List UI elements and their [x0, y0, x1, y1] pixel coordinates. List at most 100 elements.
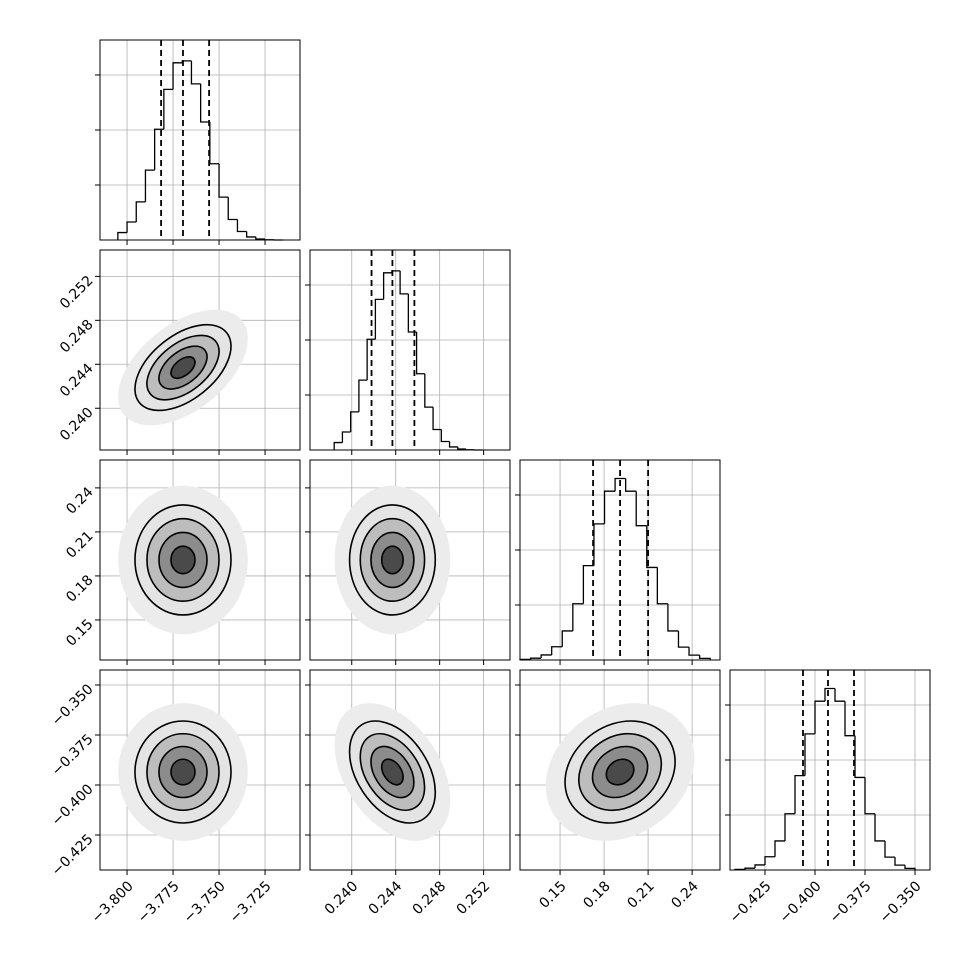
contour [380, 758, 404, 786]
histogram-step [603, 490, 616, 524]
histogram-step [209, 122, 220, 165]
histogram-step [218, 163, 229, 198]
histogram-step [646, 525, 658, 569]
contour [134, 504, 232, 616]
histogram-step [236, 219, 247, 233]
y-tick-label: 0.15 [63, 616, 96, 649]
histogram-step [350, 411, 359, 433]
histogram-step [614, 477, 626, 492]
histogram-step [688, 647, 700, 656]
density-fill [170, 546, 195, 574]
histogram-step [415, 332, 425, 375]
panel-frame [729, 669, 931, 871]
panel-frame [99, 249, 301, 451]
contour [348, 720, 437, 824]
histogram-step [582, 564, 594, 604]
histogram-step [399, 270, 409, 295]
histogram-step [854, 735, 865, 779]
histogram-step [126, 221, 137, 233]
panel-frame [309, 249, 511, 451]
panel-frame [99, 669, 301, 871]
contour [146, 517, 220, 602]
contour [158, 345, 208, 390]
panel-frame [309, 669, 511, 871]
histogram-step [754, 864, 765, 869]
histogram-step [163, 88, 174, 130]
x-tick-label: 0.24 [668, 878, 701, 911]
contour [591, 745, 649, 799]
y-tick-label: 0.244 [57, 361, 97, 401]
x-tick-label: −3.800 [89, 878, 137, 926]
histogram-step [190, 60, 201, 85]
x-tick-label: −0.400 [777, 878, 825, 926]
histogram-step [794, 774, 805, 814]
contour [158, 745, 208, 799]
histogram-step [407, 293, 417, 333]
contour [134, 720, 232, 824]
panel-frame [99, 39, 301, 241]
histogram-step [374, 298, 384, 340]
y-tick-label: −0.375 [49, 731, 97, 779]
x-tick-label: 0.248 [410, 878, 450, 918]
histogram-step [341, 431, 351, 443]
histogram-step [117, 231, 128, 240]
histogram-step [844, 701, 855, 737]
contour [380, 545, 404, 575]
histogram-step [744, 867, 755, 870]
histogram-step [774, 840, 785, 857]
histogram-step [824, 687, 835, 702]
contour [578, 732, 663, 812]
histogram-step [153, 128, 164, 171]
contour [170, 545, 196, 575]
histogram-step [448, 441, 458, 448]
histogram-step [333, 441, 343, 450]
contour [170, 758, 196, 786]
histogram-step [245, 231, 256, 238]
contour [146, 732, 220, 812]
density-fill [170, 759, 195, 785]
y-tick-label: 0.252 [57, 273, 97, 313]
histogram-step [635, 491, 647, 527]
histogram-step [424, 373, 434, 408]
histogram-step [144, 169, 155, 202]
y-tick-label: 0.21 [63, 528, 96, 561]
histogram-step [457, 446, 467, 450]
contour [370, 531, 415, 589]
y-tick-label: 0.24 [63, 484, 96, 517]
histogram-step [593, 523, 605, 566]
contour [359, 517, 426, 602]
x-tick-label: −0.375 [827, 878, 875, 926]
x-tick-label: 0.240 [322, 878, 362, 918]
histogram-step [814, 700, 825, 734]
x-tick-label: −0.350 [877, 878, 925, 926]
histogram-step [894, 857, 905, 866]
histogram-step [561, 630, 573, 647]
histogram-step [884, 840, 895, 858]
x-tick-label: 0.21 [624, 878, 657, 911]
histogram-step [764, 856, 775, 865]
histogram-step [172, 62, 183, 90]
x-tick-label: 0.252 [454, 878, 494, 918]
histogram-step [804, 733, 815, 776]
histogram-step [382, 272, 392, 300]
contour [134, 323, 232, 412]
histogram-step [551, 646, 563, 655]
y-tick-label: 0.248 [57, 317, 97, 357]
contour [348, 504, 437, 616]
x-tick-label: −3.775 [135, 878, 183, 926]
y-tick-label: 0.18 [63, 572, 96, 605]
x-tick-label: 0.244 [366, 878, 406, 918]
histogram-step [667, 603, 679, 632]
histogram-step [199, 83, 210, 123]
histogram-step [358, 379, 368, 412]
y-tick-label: −0.425 [49, 831, 97, 879]
histogram-step [366, 338, 376, 381]
x-tick-label: 0.18 [580, 878, 613, 911]
contour [370, 745, 415, 799]
histogram-step [864, 777, 875, 815]
x-tick-label: −0.425 [727, 878, 775, 926]
density-fill [606, 759, 634, 785]
panel-frame [519, 669, 721, 871]
panel-frame [519, 459, 721, 661]
